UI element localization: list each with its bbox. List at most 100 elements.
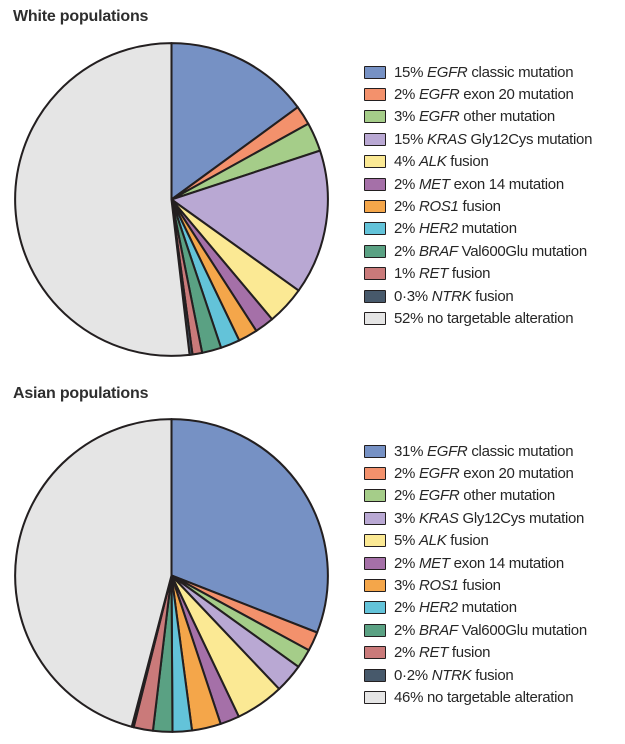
- legend-item-met-exon-14-mutation: 2% MET exon 14 mutation: [364, 552, 587, 574]
- legend-swatch-egfr-exon-20-mutation: [364, 467, 386, 481]
- legend-label-no-targetable-alteration: 52% no targetable alteration: [394, 309, 574, 327]
- legend-label-kras-gly12cys-mutation: 15% KRAS Gly12Cys mutation: [394, 130, 593, 148]
- legend-swatch-egfr-other-mutation: [364, 110, 386, 124]
- legend-label-egfr-other-mutation: 3% EGFR other mutation: [394, 108, 555, 126]
- legend-swatch-braf-val600glu-mutation: [364, 244, 386, 258]
- legend-item-alk-fusion: 4% ALK fusion: [364, 151, 592, 173]
- chart-title-white-populations: White populations: [13, 8, 149, 25]
- legend-swatch-met-exon-14-mutation: [364, 556, 386, 570]
- legend-label-braf-val600glu-mutation: 2% BRAF Val600Glu mutation: [394, 621, 587, 639]
- legend-item-met-exon-14-mutation: 2% MET exon 14 mutation: [364, 173, 592, 195]
- gene-name: ROS1: [418, 577, 459, 595]
- legend-swatch-her2-mutation: [364, 222, 386, 236]
- legend-swatch-alk-fusion: [364, 155, 386, 169]
- gene-name: KRAS: [427, 130, 467, 148]
- legend-swatch-alk-fusion: [364, 534, 386, 548]
- legend-item-ros1-fusion: 2% ROS1 fusion: [364, 195, 592, 217]
- legend-swatch-egfr-classic-mutation: [364, 65, 386, 79]
- gene-name: BRAF: [418, 621, 458, 639]
- legend-swatch-her2-mutation: [364, 601, 386, 615]
- legend-label-egfr-other-mutation: 2% EGFR other mutation: [394, 487, 555, 505]
- legend-item-ret-fusion: 1% RET fusion: [364, 263, 592, 285]
- legend-item-braf-val600glu-mutation: 2% BRAF Val600Glu mutation: [364, 240, 592, 262]
- legend-swatch-ntrk-fusion: [364, 668, 386, 682]
- legend-label-alk-fusion: 4% ALK fusion: [394, 153, 489, 171]
- legend-label-kras-gly12cys-mutation: 3% KRAS Gly12Cys mutation: [394, 509, 585, 527]
- gene-name: RET: [418, 644, 449, 662]
- pie-slice-no-targetable-alteration: [14, 42, 191, 357]
- gene-name: ALK: [418, 532, 447, 550]
- legend-swatch-ros1-fusion: [364, 579, 386, 593]
- gene-name: ALK: [418, 153, 447, 171]
- legend-swatch-egfr-classic-mutation: [364, 444, 386, 458]
- legend-item-egfr-other-mutation: 3% EGFR other mutation: [364, 106, 592, 128]
- legend-swatch-kras-gly12cys-mutation: [364, 132, 386, 146]
- pie-slice-kras-gly12cys-mutation: [170, 149, 329, 292]
- legend-swatch-met-exon-14-mutation: [364, 177, 386, 191]
- legend-label-ntrk-fusion: 0·3% NTRK fusion: [394, 287, 514, 305]
- legend-swatch-no-targetable-alteration: [364, 311, 386, 325]
- legend-swatch-braf-val600glu-mutation: [364, 623, 386, 637]
- gene-name: NTRK: [431, 287, 472, 305]
- legend-swatch-ntrk-fusion: [364, 289, 386, 303]
- legend-swatch-egfr-exon-20-mutation: [364, 88, 386, 102]
- legend-asian-populations: 31% EGFR classic mutation 2% EGFR exon 20…: [364, 440, 587, 709]
- legend-item-her2-mutation: 2% HER2 mutation: [364, 597, 587, 619]
- legend-swatch-egfr-other-mutation: [364, 489, 386, 503]
- gene-name: KRAS: [418, 509, 459, 527]
- legend-label-ros1-fusion: 2% ROS1 fusion: [394, 198, 501, 216]
- legend-item-egfr-classic-mutation: 31% EGFR classic mutation: [364, 440, 587, 462]
- legend-item-no-targetable-alteration: 46% no targetable alteration: [364, 686, 587, 708]
- gene-name: EGFR: [418, 487, 460, 505]
- legend-item-her2-mutation: 2% HER2 mutation: [364, 218, 592, 240]
- legend-label-ret-fusion: 2% RET fusion: [394, 644, 491, 662]
- legend-item-kras-gly12cys-mutation: 3% KRAS Gly12Cys mutation: [364, 507, 587, 529]
- gene-name: EGFR: [418, 86, 460, 104]
- chart-title-asian-populations: Asian populations: [13, 385, 149, 402]
- gene-name: MET: [418, 175, 450, 193]
- legend-item-ntrk-fusion: 0·2% NTRK fusion: [364, 664, 587, 686]
- legend-label-egfr-classic-mutation: 31% EGFR classic mutation: [394, 442, 574, 460]
- legend-swatch-ros1-fusion: [364, 200, 386, 214]
- gene-name: MET: [418, 554, 450, 572]
- legend-label-egfr-classic-mutation: 15% EGFR classic mutation: [394, 63, 574, 81]
- pie-chart-white-populations: [14, 42, 329, 357]
- gene-name: EGFR: [427, 63, 468, 81]
- legend-label-no-targetable-alteration: 46% no targetable alteration: [394, 688, 574, 706]
- legend-swatch-ret-fusion: [364, 646, 386, 660]
- legend-item-ros1-fusion: 3% ROS1 fusion: [364, 574, 587, 596]
- gene-name: EGFR: [427, 442, 468, 460]
- legend-white-populations: 15% EGFR classic mutation 2% EGFR exon 20…: [364, 61, 592, 330]
- legend-item-egfr-exon-20-mutation: 2% EGFR exon 20 mutation: [364, 83, 592, 105]
- pie-slice-egfr-classic-mutation: [170, 42, 299, 201]
- gene-name: ROS1: [418, 198, 459, 216]
- pie-slice-no-targetable-alteration: [14, 418, 173, 728]
- gene-name: EGFR: [418, 465, 460, 483]
- gene-name: EGFR: [418, 108, 460, 126]
- gene-name: RET: [418, 265, 449, 283]
- legend-item-ntrk-fusion: 0·3% NTRK fusion: [364, 285, 592, 307]
- legend-label-ros1-fusion: 3% ROS1 fusion: [394, 577, 501, 595]
- legend-item-braf-val600glu-mutation: 2% BRAF Val600Glu mutation: [364, 619, 587, 641]
- legend-item-no-targetable-alteration: 52% no targetable alteration: [364, 307, 592, 329]
- legend-swatch-kras-gly12cys-mutation: [364, 511, 386, 525]
- legend-label-ntrk-fusion: 0·2% NTRK fusion: [394, 666, 514, 684]
- legend-label-her2-mutation: 2% HER2 mutation: [394, 599, 517, 617]
- legend-item-ret-fusion: 2% RET fusion: [364, 642, 587, 664]
- pie-chart-asian-populations: [14, 418, 329, 733]
- legend-swatch-no-targetable-alteration: [364, 690, 386, 704]
- gene-name: HER2: [418, 599, 458, 617]
- legend-label-egfr-exon-20-mutation: 2% EGFR exon 20 mutation: [394, 86, 574, 104]
- gene-name: BRAF: [418, 242, 458, 260]
- legend-item-egfr-exon-20-mutation: 2% EGFR exon 20 mutation: [364, 462, 587, 484]
- gene-name: NTRK: [431, 666, 472, 684]
- legend-label-egfr-exon-20-mutation: 2% EGFR exon 20 mutation: [394, 465, 574, 483]
- legend-item-alk-fusion: 5% ALK fusion: [364, 530, 587, 552]
- legend-item-kras-gly12cys-mutation: 15% KRAS Gly12Cys mutation: [364, 128, 592, 150]
- legend-label-braf-val600glu-mutation: 2% BRAF Val600Glu mutation: [394, 242, 587, 260]
- pie-slice-egfr-classic-mutation: [170, 418, 329, 634]
- legend-label-met-exon-14-mutation: 2% MET exon 14 mutation: [394, 554, 564, 572]
- legend-label-alk-fusion: 5% ALK fusion: [394, 532, 489, 550]
- legend-label-her2-mutation: 2% HER2 mutation: [394, 220, 517, 238]
- legend-label-ret-fusion: 1% RET fusion: [394, 265, 491, 283]
